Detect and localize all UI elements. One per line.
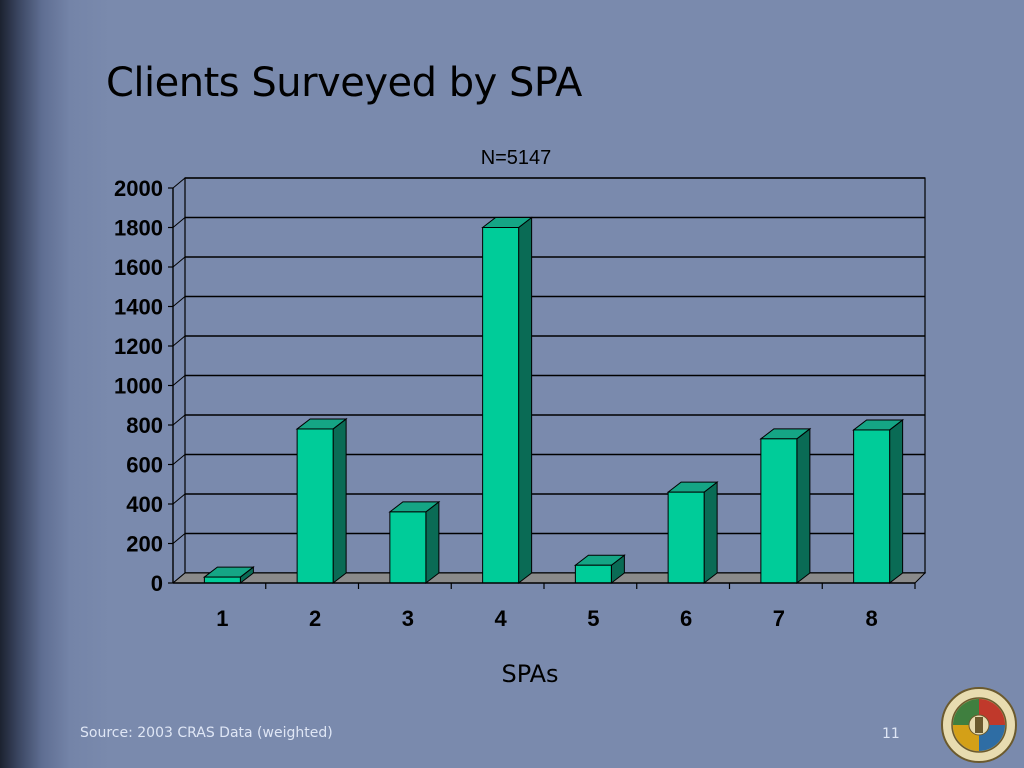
x-tick-label: 4 (495, 606, 508, 631)
x-tick-label: 2 (309, 606, 321, 631)
source-note: Source: 2003 CRAS Data (weighted) (80, 725, 333, 741)
x-axis-label: SPAs (501, 660, 559, 688)
y-tick-label: 1200 (114, 334, 163, 359)
y-tick-label: 600 (126, 453, 163, 478)
gridline-side (172, 493, 186, 505)
chart-grid (172, 177, 926, 584)
y-tick-label: 1000 (114, 374, 163, 399)
y-tick-label: 1600 (114, 255, 163, 280)
chart-floor (171, 572, 927, 584)
bar-front (203, 576, 241, 584)
bar-front (482, 227, 520, 584)
y-tick-label: 800 (126, 413, 163, 438)
chart-title: N=5147 (480, 147, 552, 169)
bar (573, 554, 626, 585)
slide-title: Clients Surveyed by SPA (106, 60, 582, 106)
y-tick-label: 1400 (114, 295, 163, 320)
bar (759, 427, 812, 585)
gridline-side (172, 375, 186, 386)
bar-front (853, 429, 891, 584)
gridline-side (172, 533, 186, 544)
gridline-side (172, 296, 186, 307)
chart-floor-plane (171, 572, 927, 584)
x-tick-label: 5 (587, 606, 599, 631)
bar-side (518, 216, 533, 585)
bar (202, 566, 255, 585)
gridline-side (172, 414, 186, 426)
bar-side (332, 417, 347, 585)
gridline-side (172, 335, 186, 347)
x-tick-label: 7 (773, 606, 785, 631)
bar-side (703, 481, 718, 585)
y-tick-label: 2000 (114, 176, 163, 201)
page-number: 11 (882, 726, 900, 742)
x-tick-label: 6 (680, 606, 692, 631)
bar (481, 216, 534, 585)
bar-front (296, 428, 334, 584)
bar-side (889, 418, 904, 585)
bar (666, 481, 719, 585)
x-tick-label: 8 (866, 606, 878, 631)
gridline-side (172, 217, 186, 228)
bar-front (760, 438, 798, 584)
bar-front (389, 511, 427, 584)
bar (852, 418, 905, 585)
y-tick-label: 400 (126, 492, 163, 517)
gridline-side (172, 256, 186, 268)
bar-side (796, 427, 811, 585)
y-tick-label: 0 (151, 571, 163, 596)
bar (295, 417, 348, 585)
y-tick-label: 200 (126, 532, 163, 557)
county-seal-logo (941, 687, 1017, 763)
bar (388, 500, 441, 585)
x-tick-label: 3 (402, 606, 414, 631)
bar-front (667, 491, 705, 584)
y-tick-label: 1800 (114, 216, 163, 241)
gridline-side (172, 454, 186, 465)
x-tick-label: 1 (216, 606, 228, 631)
bar-side (425, 500, 440, 585)
chart-bars (202, 216, 905, 585)
gridline-side (172, 177, 186, 189)
chart-axes: 0 200 400 600 800 1000 1200 1400 1600 1800 2000 1 2 3… (114, 176, 916, 631)
bar-front (574, 564, 612, 584)
